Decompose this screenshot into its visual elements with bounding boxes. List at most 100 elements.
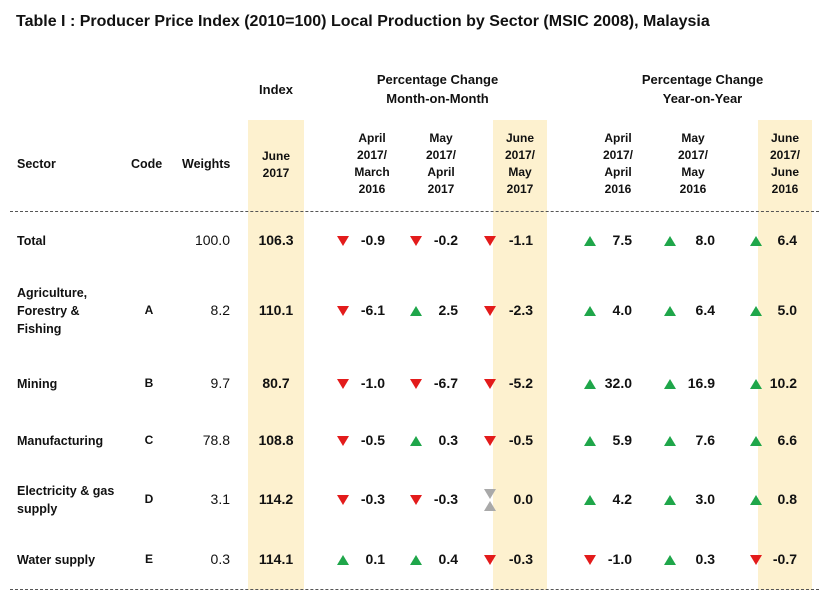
mom-up-arrow-icon [410, 436, 422, 446]
sector-name-line: Agriculture, [17, 286, 88, 300]
mom-down-arrow-icon [484, 236, 496, 246]
yoy-up-arrow-icon [664, 495, 676, 505]
code-header: Code [131, 157, 163, 171]
yoy-change-value: 5.9 [612, 432, 632, 448]
sector-name: Water supply [17, 551, 95, 569]
table-bottom-rule [10, 589, 819, 590]
yoy-up-arrow-icon [664, 379, 676, 389]
yoy-change-value: 7.6 [695, 432, 715, 448]
sector-name-line: Fishing [17, 322, 62, 336]
mom-down-arrow-icon [484, 555, 496, 565]
yoy-up-arrow-icon [750, 436, 762, 446]
sector-name-line: Electricity & gas [17, 484, 115, 498]
yoy-down-arrow-icon [584, 555, 596, 565]
sector-header: Sector [17, 157, 56, 171]
sector-name-line: Forestry & [17, 304, 80, 318]
header-divider [10, 211, 819, 212]
yoy-change-value: 7.5 [612, 232, 632, 248]
yoy-col-2-header: May 2017/ May 2016 [677, 131, 709, 196]
yoy-change-value: 6.4 [695, 302, 715, 318]
mom-change-value: -1.1 [508, 232, 533, 248]
yoy-change-value: 0.3 [695, 551, 715, 567]
mom-change-value: 2.5 [438, 302, 458, 318]
yoy-header-line2: Year-on-Year [662, 91, 743, 106]
yoy-change-value: 8.0 [695, 232, 715, 248]
mom-change-value: -5.2 [508, 375, 533, 391]
mom-down-arrow-icon [410, 495, 422, 505]
mom-down-arrow-icon [484, 379, 496, 389]
yoy-change-value: -0.7 [772, 551, 797, 567]
mom-change-value: -1.0 [360, 375, 385, 391]
mom-col-2-header: May 2017/ April 2017 [425, 131, 457, 196]
yoy-up-arrow-icon [664, 436, 676, 446]
mom-up-arrow-icon [410, 555, 422, 565]
mom-col-3-header: June 2017/ May 2017 [504, 131, 536, 196]
sector-code: B [144, 376, 154, 390]
sector-name-line: Manufacturing [17, 434, 104, 448]
yoy-header-line1: Percentage Change [641, 72, 764, 87]
mom-change-value: -0.3 [433, 491, 458, 507]
sector-weight: 8.2 [210, 302, 230, 318]
mom-change-value: -0.3 [508, 551, 533, 567]
yoy-change-value: 4.2 [612, 491, 632, 507]
sector-weight: 100.0 [194, 232, 230, 248]
yoy-down-arrow-icon [750, 555, 762, 565]
mom-change-value: -6.1 [360, 302, 385, 318]
mom-up-arrow-icon [337, 555, 349, 565]
mom-down-arrow-icon [410, 236, 422, 246]
sector-code: D [144, 492, 154, 506]
yoy-change-value: 5.0 [777, 302, 797, 318]
sector-name-line: Total [17, 234, 46, 248]
sector-code: E [144, 552, 153, 566]
yoy-change-value: 16.9 [687, 375, 715, 391]
yoy-up-arrow-icon [750, 495, 762, 505]
sector-name: Agriculture, Forestry & Fishing [17, 284, 87, 338]
highlight-index-column [248, 120, 304, 590]
table-title: Table I : Producer Price Index (2010=100… [16, 13, 710, 30]
index-value: 110.1 [258, 302, 294, 318]
mom-change-value: -0.2 [433, 232, 458, 248]
yoy-change-value: 6.4 [777, 232, 797, 248]
yoy-col-1-header: April 2017/ April 2016 [602, 131, 634, 196]
sector-weight: 0.3 [210, 551, 230, 567]
highlight-yoy-june-column [758, 120, 812, 590]
sector-name: Total [17, 232, 46, 250]
sector-name-line: Mining [17, 377, 58, 391]
mom-header: Percentage Change Month-on-Month [330, 70, 545, 108]
yoy-change-value: 0.8 [777, 491, 797, 507]
yoy-up-arrow-icon [584, 306, 596, 316]
mom-change-value: -6.7 [433, 375, 458, 391]
sector-weight: 9.7 [210, 375, 230, 391]
yoy-change-value: 10.2 [769, 375, 797, 391]
yoy-change-value: 4.0 [612, 302, 632, 318]
yoy-up-arrow-icon [664, 555, 676, 565]
sector-name: Electricity & gas supply [17, 482, 114, 518]
weights-header: Weights [182, 157, 231, 171]
yoy-header: Percentage Change Year-on-Year [595, 70, 810, 108]
yoy-up-arrow-icon [664, 306, 676, 316]
mom-change-value: 0.3 [438, 432, 458, 448]
mom-down-arrow-icon [484, 306, 496, 316]
mom-down-arrow-icon [337, 306, 349, 316]
yoy-change-value: 3.0 [695, 491, 715, 507]
mom-change-value: 0.0 [513, 491, 533, 507]
sector-weight: 78.8 [202, 432, 230, 448]
mom-change-value: -0.9 [360, 232, 385, 248]
yoy-up-arrow-icon [584, 495, 596, 505]
sector-code: C [144, 433, 154, 447]
sector-weight: 3.1 [210, 491, 230, 507]
mom-down-arrow-icon [410, 379, 422, 389]
index-period-header: June 2017 [261, 149, 290, 180]
mom-col-1-header: April 2017/ March 2016 [354, 131, 390, 196]
index-value: 114.2 [258, 491, 294, 507]
sector-name: Manufacturing [17, 432, 103, 450]
mom-header-line2: Month-on-Month [386, 91, 489, 106]
yoy-up-arrow-icon [750, 306, 762, 316]
sector-name: Mining [17, 375, 57, 393]
mom-change-value: -0.3 [360, 491, 385, 507]
yoy-up-arrow-icon [750, 236, 762, 246]
yoy-up-arrow-icon [664, 236, 676, 246]
mom-down-arrow-icon [337, 495, 349, 505]
yoy-up-arrow-icon [584, 236, 596, 246]
mom-down-arrow-icon [337, 236, 349, 246]
